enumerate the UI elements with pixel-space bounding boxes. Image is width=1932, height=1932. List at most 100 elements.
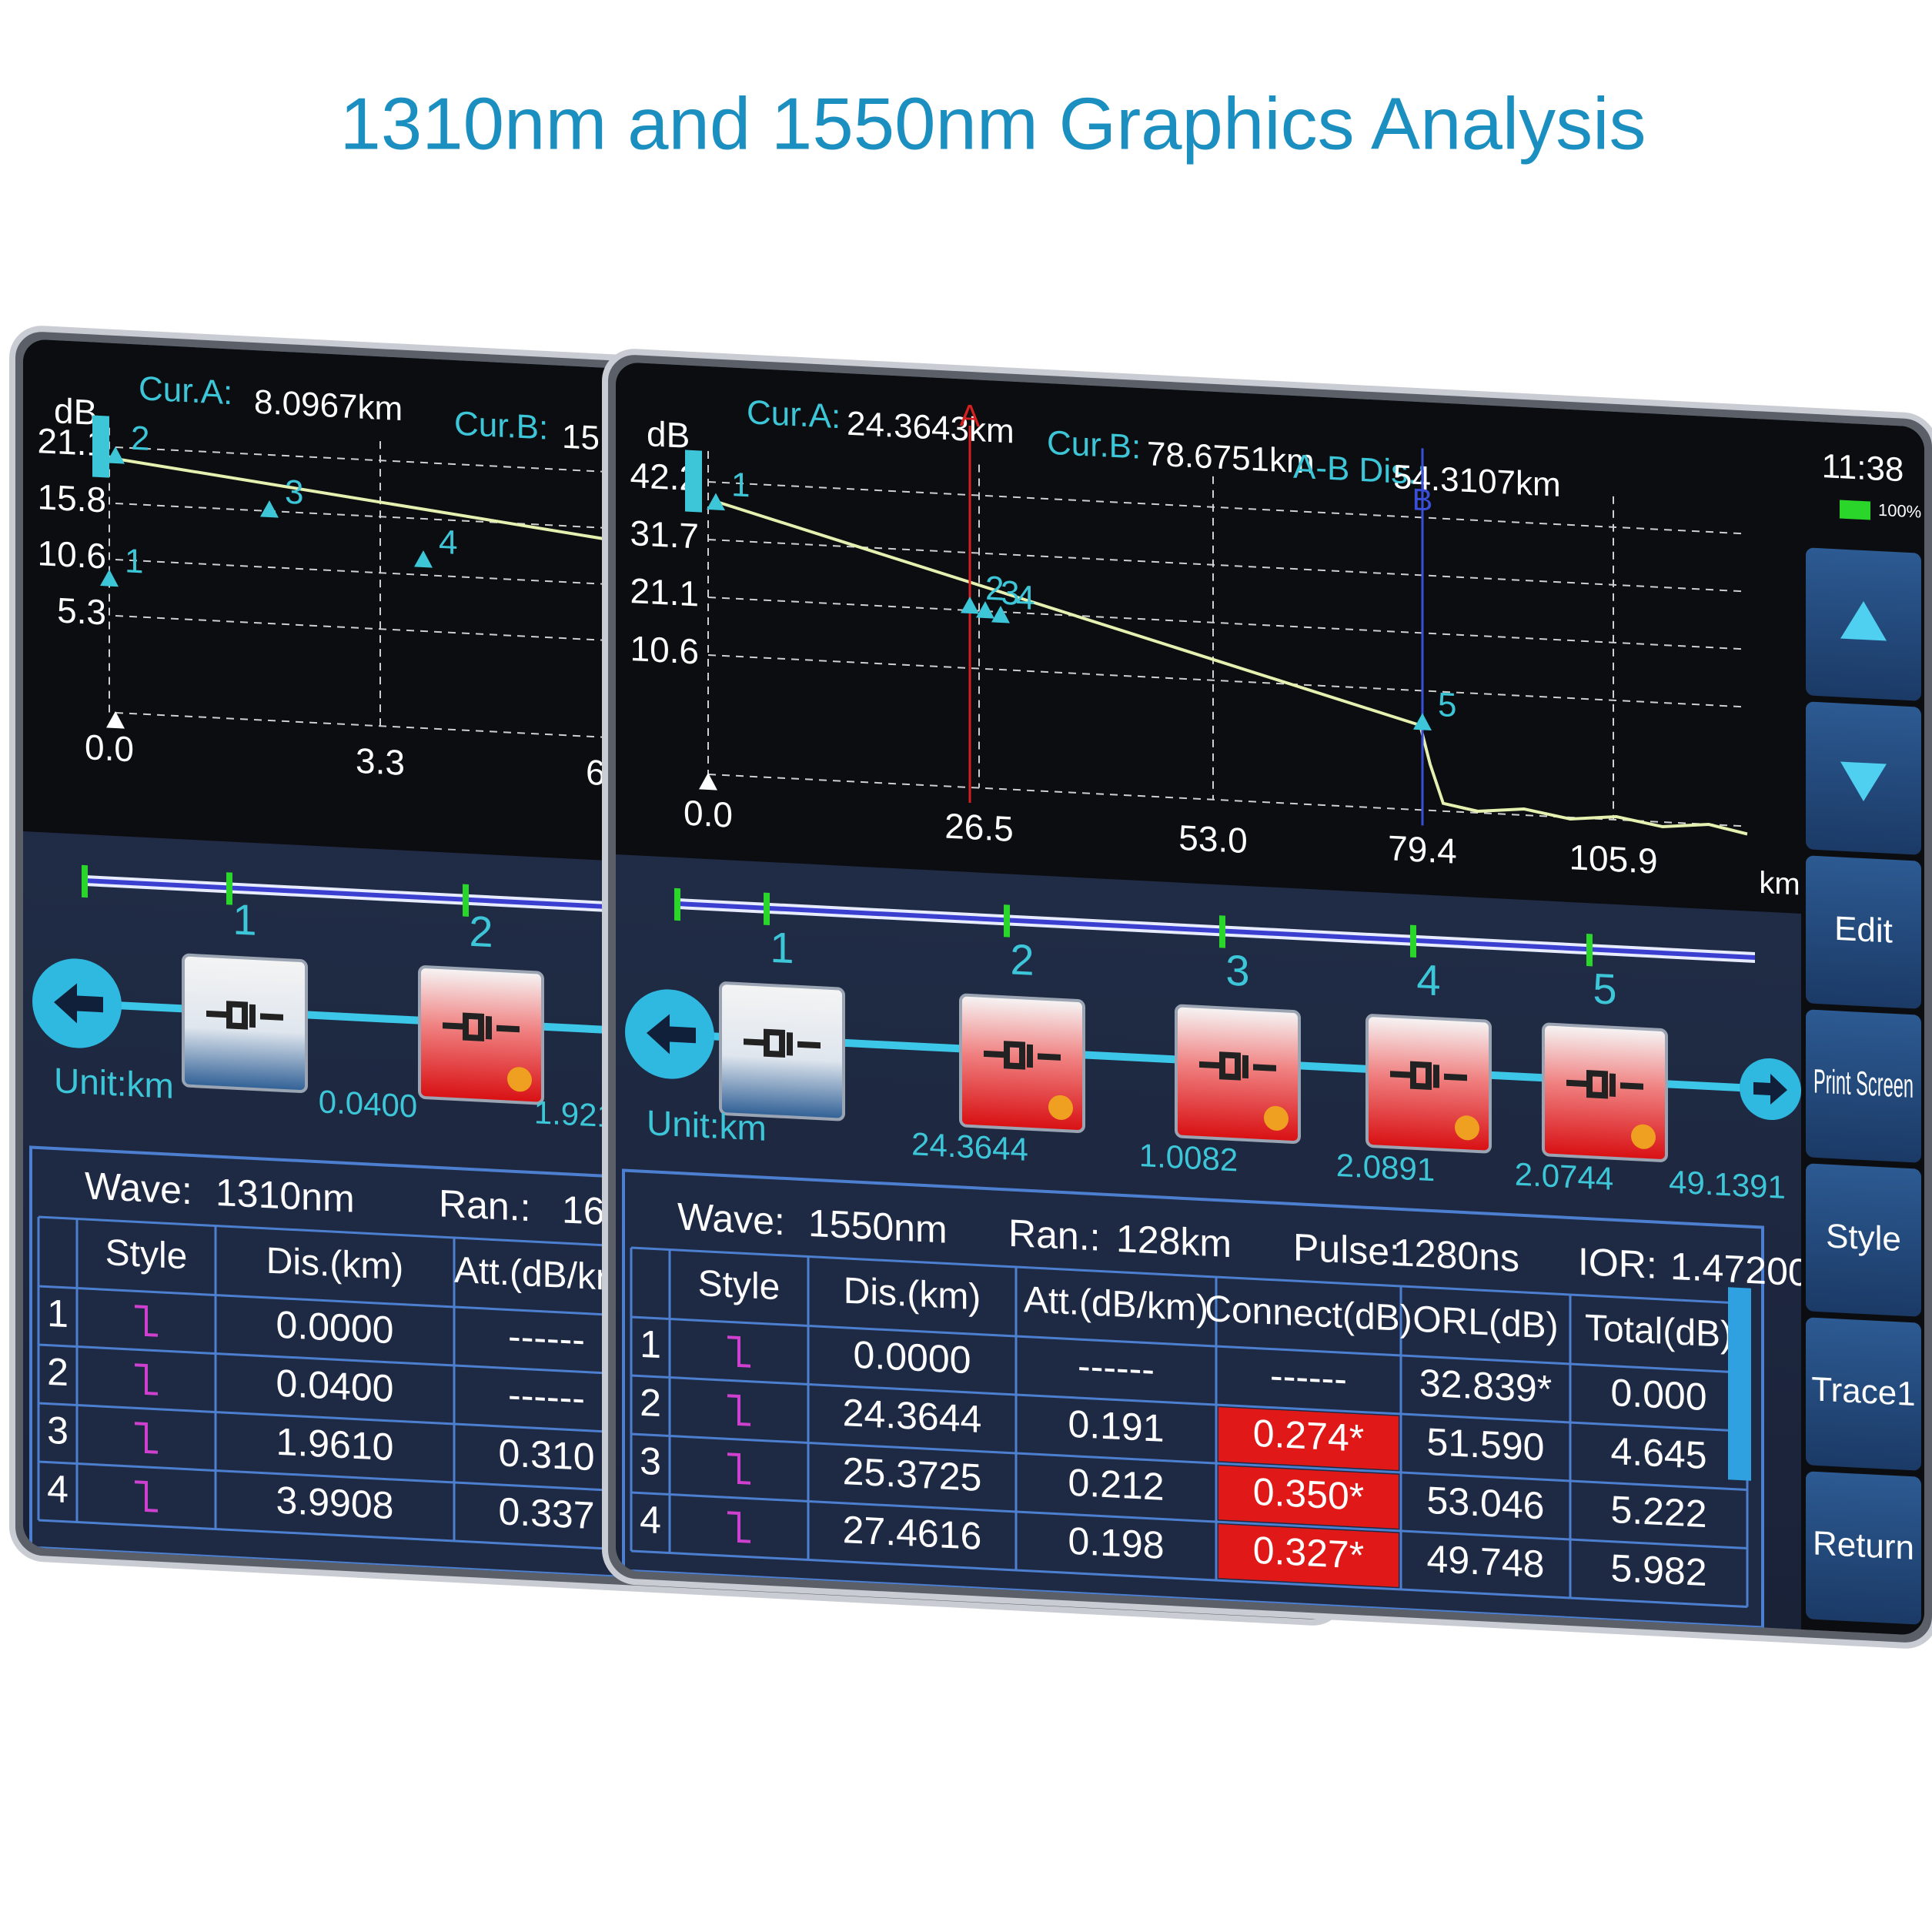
table-row-line: [631, 1432, 1747, 1492]
table-row-line: [631, 1491, 1747, 1550]
fault-cell: [1218, 1524, 1399, 1587]
sidebar-button[interactable]: [1806, 1009, 1921, 1163]
table-cell: 53.046: [1427, 1479, 1545, 1528]
info-label: Ran.:: [439, 1182, 530, 1229]
info-label: IOR:: [1578, 1240, 1657, 1287]
y-tick-label: 31.7: [630, 513, 699, 556]
distance-label: 0.0400: [319, 1083, 417, 1124]
event-marker-label: 2: [985, 570, 1004, 608]
table-cell: 0.0400: [276, 1362, 394, 1411]
fault-badge: [1631, 1124, 1656, 1149]
table-cell: 49.748: [1427, 1537, 1545, 1586]
distance-label: 49.1391: [1669, 1164, 1786, 1206]
next-arrow: [1753, 1074, 1787, 1105]
fault-cell: [1218, 1407, 1399, 1470]
table-header: Dis.(km): [844, 1270, 981, 1318]
style-icon: [135, 1363, 158, 1396]
clock: 11:38: [1822, 447, 1904, 489]
origin-marker: [106, 711, 125, 729]
event-marker: [991, 606, 1010, 623]
x-tick-label: 79.4: [1388, 827, 1457, 871]
fiber-tick: [1004, 904, 1010, 938]
event-marker-label: 4: [1016, 579, 1035, 617]
event-marker-label: 1: [125, 542, 143, 580]
x-tick-label: 0.0: [85, 727, 134, 769]
info-label: Ran.:: [1008, 1212, 1100, 1259]
event-marker: [414, 550, 433, 568]
start-marker: [685, 450, 702, 513]
style-icon: [135, 1422, 158, 1454]
cursor-label: Cur.B:: [454, 405, 548, 447]
table-cell: 24.3644: [843, 1391, 982, 1441]
event-number: 4: [1416, 955, 1440, 1005]
table-cell: 1.9610: [276, 1420, 394, 1469]
table-header: Total(dB): [1585, 1308, 1733, 1356]
table-cell: 0.212: [1068, 1461, 1164, 1509]
table-cell: 5.982: [1610, 1546, 1706, 1594]
x-unit: km: [1759, 866, 1800, 902]
event-marker: [961, 597, 979, 614]
table-cell: ------: [1078, 1344, 1155, 1391]
table-cell: 0.198: [1068, 1519, 1164, 1567]
table-header: Style: [105, 1232, 188, 1277]
connector-glyph: [443, 1012, 520, 1041]
row-number: 4: [47, 1467, 69, 1511]
distance-label: 2.0891: [1336, 1147, 1435, 1188]
y-tick-label: 21.1: [630, 570, 699, 613]
arrow-icon: [1840, 761, 1887, 802]
cursor-label: Cur.B:: [1047, 424, 1141, 466]
event-marker-label: 5: [1438, 686, 1456, 724]
row-number: 3: [640, 1439, 661, 1483]
x-tick-label: 105.9: [1569, 837, 1657, 881]
event-marker: [976, 601, 994, 619]
table-cell: 25.3725: [843, 1449, 982, 1499]
fiber-tick: [463, 884, 469, 917]
event-number: 2: [1010, 934, 1034, 984]
origin-marker: [699, 773, 717, 791]
table-header: ORL(dB): [1412, 1299, 1558, 1346]
sidebar-button[interactable]: [1806, 855, 1921, 1009]
fault-badge: [1264, 1105, 1289, 1131]
table-cell: 0.310: [498, 1431, 594, 1479]
connector-glyph: [206, 1001, 283, 1030]
fault-badge: [1048, 1095, 1073, 1120]
sidebar-button[interactable]: [1806, 1317, 1921, 1471]
sidebar-button[interactable]: [1806, 1163, 1921, 1317]
fiber-tick: [674, 887, 680, 921]
cursor-tag: B: [1412, 483, 1433, 517]
event-marker-label: 1: [731, 466, 750, 504]
table-header: Dis.(km): [266, 1240, 404, 1288]
sidebar-button-label: Style: [1826, 1217, 1901, 1258]
style-icon: [727, 1452, 750, 1485]
distance-label: 2.0744: [1515, 1155, 1613, 1196]
fiber-tick: [82, 864, 88, 898]
grid-line: [708, 654, 1747, 708]
info-value: 1280ns: [1393, 1231, 1519, 1280]
table-cell: ------: [508, 1373, 585, 1420]
table-row-line: [631, 1246, 1747, 1305]
distance-label: 24.3644: [911, 1125, 1028, 1168]
sidebar-button[interactable]: [1806, 1471, 1921, 1625]
event-marker-label: 2: [131, 419, 149, 458]
graph-bg: [616, 362, 1924, 921]
event-marker-label: 3: [1001, 574, 1019, 613]
cursor-value: 24.3643km: [847, 405, 1014, 451]
y-tick-label: 10.6: [630, 628, 699, 671]
info-value: 1550nm: [808, 1202, 948, 1252]
info-label: Wave:: [85, 1164, 192, 1212]
fiber-tick: [1586, 934, 1593, 967]
cursor-label: A-B Dis.:: [1293, 448, 1427, 493]
grid-line: [708, 481, 1747, 535]
sidebar-button-label: Return: [1813, 1524, 1914, 1567]
event-marker: [106, 446, 125, 464]
table-cell: 5.222: [1610, 1488, 1706, 1536]
cursor-label: Cur.A:: [139, 369, 232, 412]
table-cell: 4.645: [1610, 1429, 1706, 1477]
info-value: 1310nm: [216, 1171, 355, 1221]
table-cell: ------: [1270, 1354, 1347, 1401]
fiber-bar-inner: [677, 901, 1755, 961]
cursor-value: 8.0967km: [254, 383, 403, 429]
battery-level: 100%: [1878, 500, 1921, 522]
table-cell: 0.350*: [1253, 1470, 1365, 1519]
